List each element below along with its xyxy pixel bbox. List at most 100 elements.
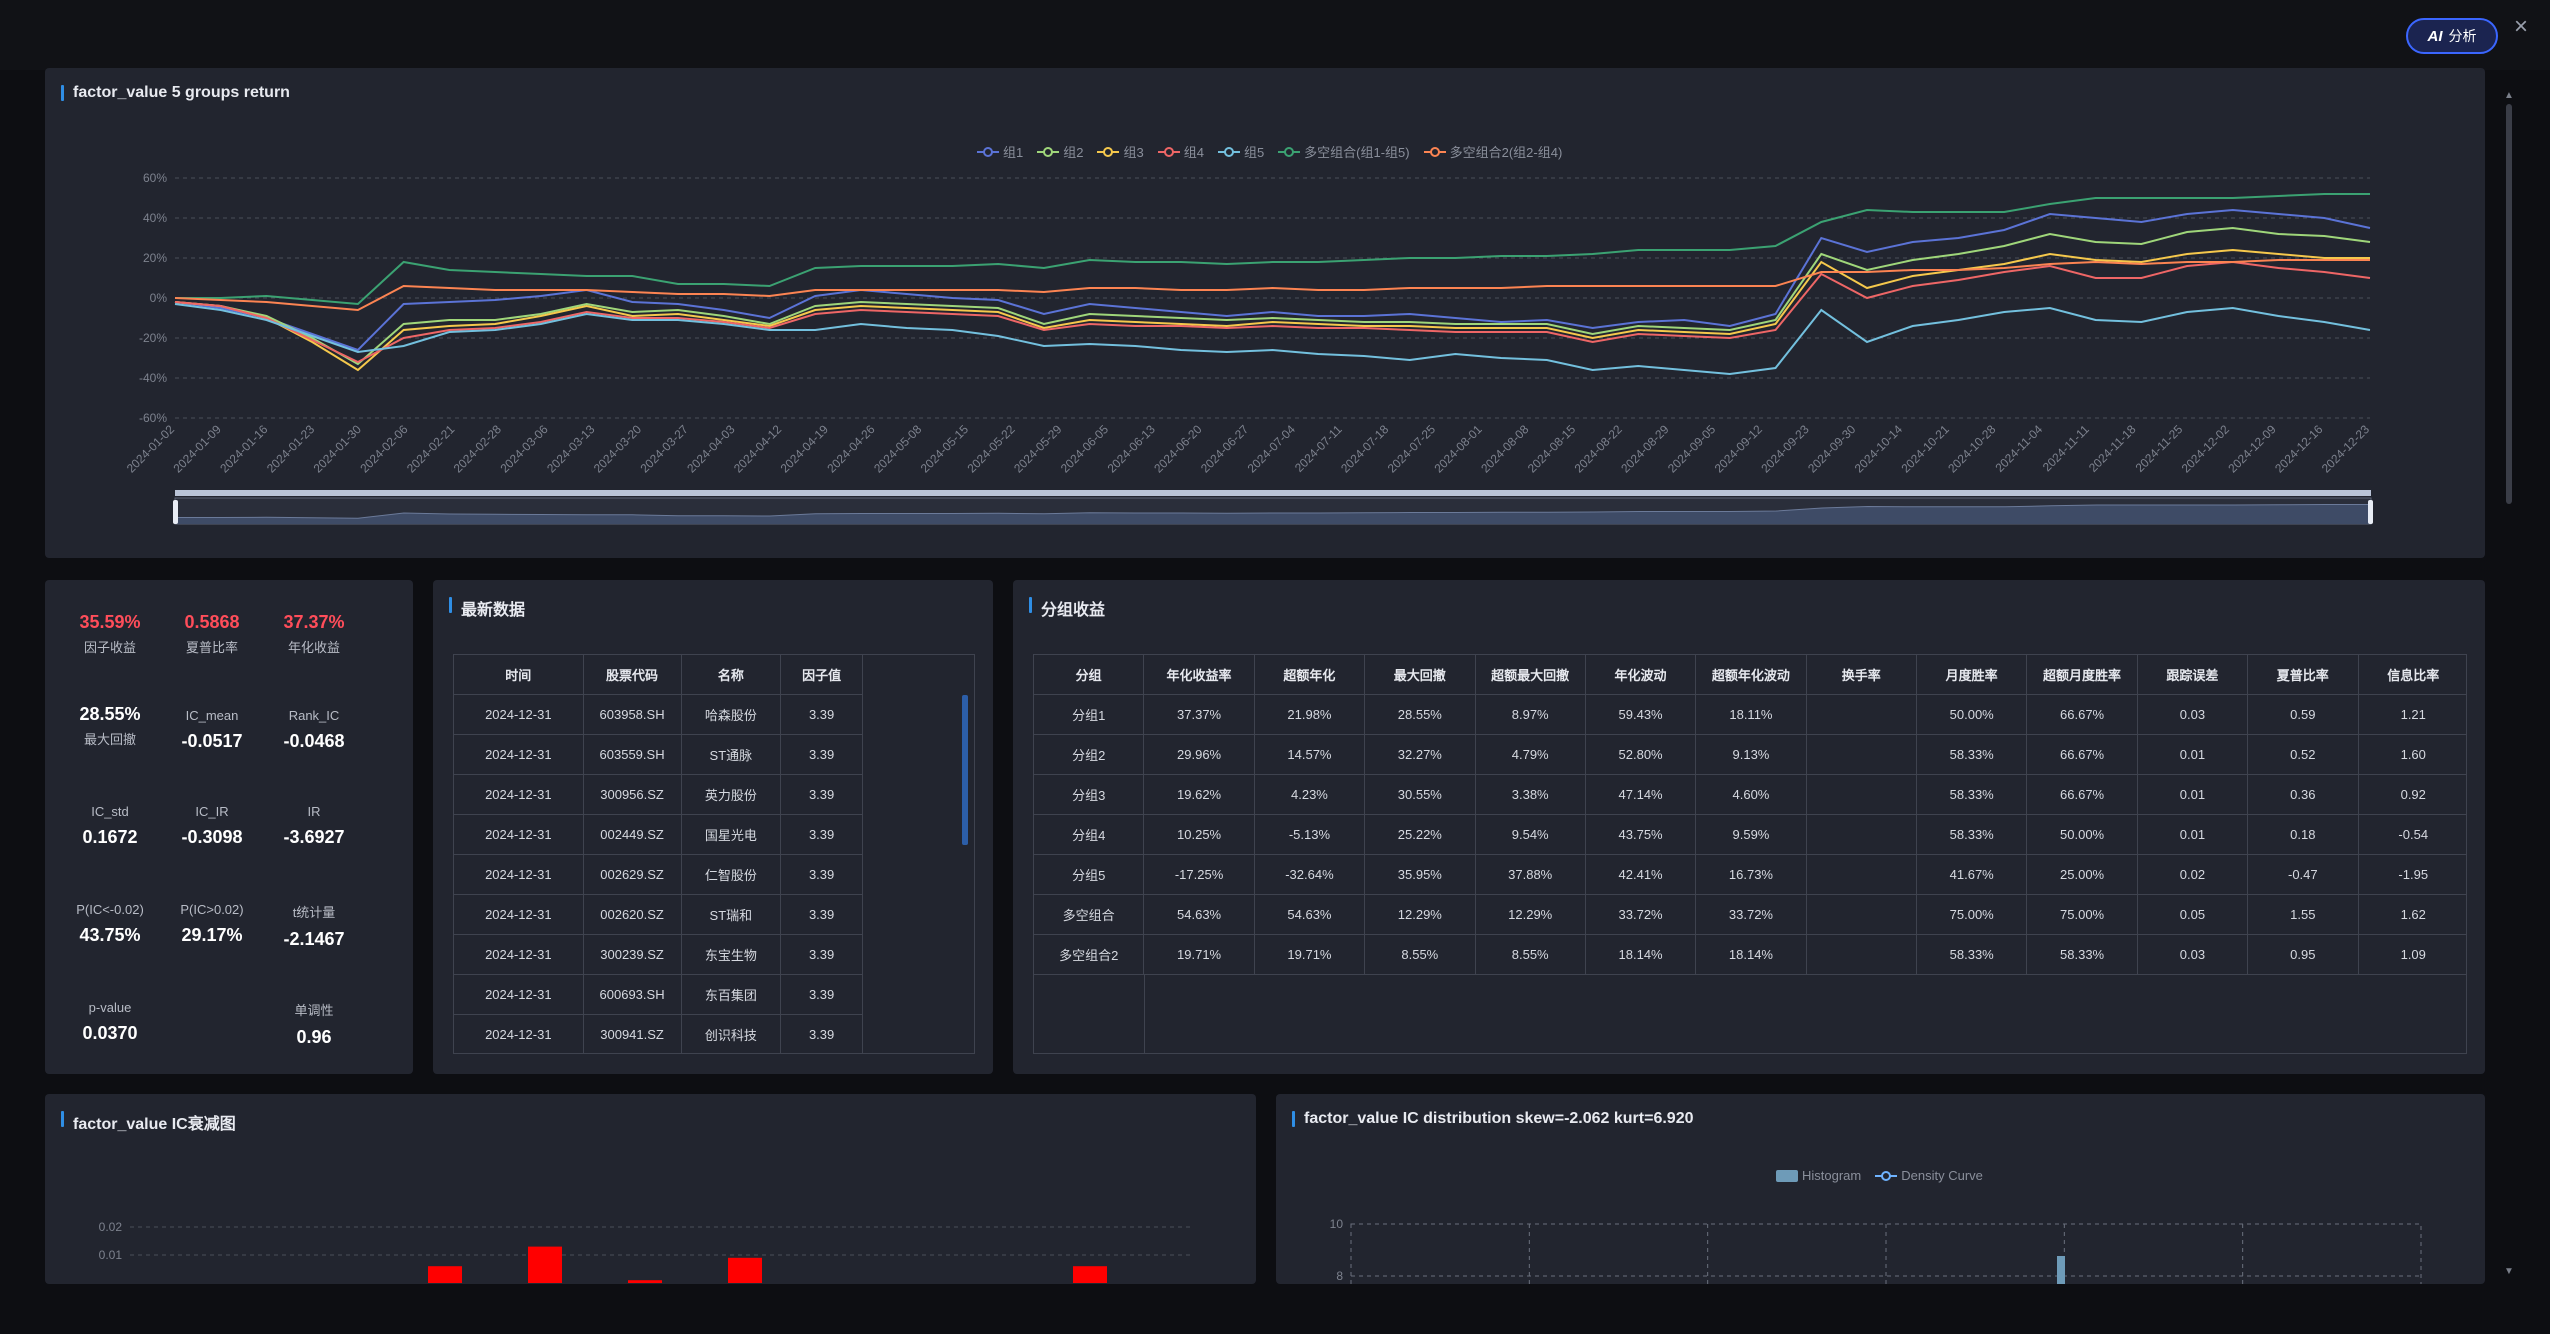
table-cell: 19.71% bbox=[1143, 934, 1255, 975]
column-header[interactable]: 超额年化波动 bbox=[1695, 655, 1807, 695]
table-row[interactable]: 2024-12-31 002620.SZ ST瑞和 3.39 bbox=[454, 894, 863, 935]
table-cell: 32.27% bbox=[1364, 734, 1476, 775]
series-line bbox=[174, 208, 2371, 352]
x-tick-label: 2024-05-08 bbox=[871, 422, 925, 476]
series-line bbox=[174, 226, 2371, 366]
column-header[interactable]: 换手率 bbox=[1805, 655, 1918, 695]
legend-item[interactable]: 多空组合(组1-组5) bbox=[1278, 142, 1410, 161]
column-header[interactable]: 名称 bbox=[680, 655, 782, 695]
column-header[interactable]: 月度胜率 bbox=[1915, 655, 2028, 695]
latest-data-table-wrap[interactable]: 时间 股票代码 名称 因子值 2024-12-31 603958.SH 哈森股份 3.39 20… bbox=[453, 654, 975, 1054]
table-cell bbox=[1805, 734, 1918, 775]
background-header bbox=[0, 0, 2550, 70]
column-header[interactable]: 股票代码 bbox=[582, 655, 682, 695]
legend-histogram[interactable]: Histogram bbox=[1776, 1168, 1861, 1183]
metric-label: 最大回撤 bbox=[83, 732, 136, 747]
table-row[interactable]: 2024-12-31 002629.SZ 仁智股份 3.39 bbox=[454, 854, 863, 895]
metric-value: -2.1467 bbox=[283, 929, 345, 949]
table-cell: 英力股份 bbox=[680, 774, 782, 815]
table-cell: 002449.SZ bbox=[582, 814, 682, 855]
histogram-swatch-icon bbox=[1776, 1169, 1798, 1182]
scroll-down-icon[interactable]: ▼ bbox=[2504, 1266, 2514, 1277]
legend-label: 组4 bbox=[1183, 145, 1204, 160]
table-cell: 2024-12-31 bbox=[454, 694, 584, 735]
column-header[interactable]: 跟踪误差 bbox=[2136, 655, 2249, 695]
column-header[interactable]: 分组 bbox=[1034, 655, 1145, 695]
legend-label: 组2 bbox=[1063, 145, 1084, 160]
x-tick-label: 2024-07-04 bbox=[1245, 422, 1299, 476]
group-returns-table: 分组 年化收益率 超额年化 最大回撤 超额最大回撤 年化波动 超额年化波动 换手率 月度胜率 超额… bbox=[1034, 655, 2466, 975]
x-tick-label: 2024-05-15 bbox=[918, 422, 972, 476]
table-row[interactable]: 2024-12-31 300956.SZ 英力股份 3.39 bbox=[454, 774, 863, 815]
scrollbar-thumb[interactable] bbox=[2506, 104, 2512, 504]
ic-decay-chart[interactable]: 0.02 0.01 bbox=[45, 1094, 1256, 1284]
scroll-up-icon[interactable]: ▲ bbox=[2504, 90, 2514, 101]
table-row[interactable]: 2024-12-31 300239.SZ 东宝生物 3.39 bbox=[454, 934, 863, 975]
ic-distribution-legend[interactable]: Histogram Density Curve bbox=[1776, 1168, 1983, 1183]
column-header[interactable]: 超额年化 bbox=[1253, 655, 1366, 695]
ic-decay-bar bbox=[428, 1266, 462, 1283]
legend-item[interactable]: 组2 bbox=[1037, 142, 1083, 161]
table-row[interactable]: 分组1 37.37% 21.98% 28.55% 8.97% 59.43% 18.11% 50… bbox=[1034, 694, 2466, 735]
legend-density-label: Density Curve bbox=[1901, 1168, 1983, 1183]
table-row[interactable]: 分组3 19.62% 4.23% 30.55% 3.38% 47.14% 4.60% 58.3… bbox=[1034, 774, 2466, 815]
legend-label: 组3 bbox=[1123, 145, 1144, 160]
legend-item[interactable]: 多空组合2(组2-组4) bbox=[1423, 142, 1562, 161]
modal-scrollbar[interactable]: ▲ ▼ bbox=[2504, 90, 2514, 1290]
legend-item[interactable]: 组1 bbox=[977, 142, 1023, 161]
table-cell: 分组3 bbox=[1034, 774, 1145, 815]
table-row[interactable]: 2024-12-31 603958.SH 哈森股份 3.39 bbox=[454, 694, 863, 735]
returns-legend[interactable]: 组1 组2 组3 组4 组5 多空组合(组1-组5) 多空组合2(组2-组4) bbox=[977, 142, 1562, 161]
table-row[interactable]: 2024-12-31 600693.SH 东百集团 3.39 bbox=[454, 974, 863, 1015]
column-header[interactable]: 信息比率 bbox=[2357, 655, 2466, 695]
metric-value: -0.0517 bbox=[181, 731, 243, 751]
table-row[interactable]: 2024-12-31 300941.SZ 创识科技 3.39 bbox=[454, 1014, 863, 1053]
column-header[interactable]: 超额月度胜率 bbox=[2026, 655, 2138, 695]
table-row[interactable]: 2024-12-31 002449.SZ 国星光电 3.39 bbox=[454, 814, 863, 855]
y-tick-label: 0.02 bbox=[99, 1220, 123, 1234]
table-row[interactable]: 2024-12-31 603559.SH ST通脉 3.39 bbox=[454, 734, 863, 775]
metric-label: IR bbox=[307, 804, 321, 819]
table-cell: 0.01 bbox=[2136, 814, 2249, 855]
latest-table-scrollbar[interactable] bbox=[962, 695, 968, 845]
ai-icon: AI bbox=[2427, 27, 2443, 45]
x-tick-label: 2024-07-11 bbox=[1292, 422, 1345, 475]
x-tick-label: 2024-04-26 bbox=[824, 422, 878, 476]
table-row[interactable]: 分组2 29.96% 14.57% 32.27% 4.79% 52.80% 9.13% 58.… bbox=[1034, 734, 2466, 775]
legend-item[interactable]: 组4 bbox=[1157, 142, 1204, 161]
column-header[interactable]: 最大回撤 bbox=[1364, 655, 1476, 695]
legend-item[interactable]: 组5 bbox=[1217, 142, 1264, 161]
legend-density[interactable]: Density Curve bbox=[1875, 1168, 1983, 1183]
table-cell: 12.29% bbox=[1474, 894, 1586, 935]
table-cell: 75.00% bbox=[2026, 894, 2138, 935]
table-cell: 1.60 bbox=[2357, 734, 2466, 775]
legend-item[interactable]: 组3 bbox=[1097, 142, 1144, 161]
column-header[interactable]: 因子值 bbox=[780, 655, 863, 695]
table-cell: 21.98% bbox=[1253, 694, 1366, 735]
table-cell: 58.33% bbox=[1915, 934, 2028, 975]
table-row[interactable]: 多空组合 54.63% 54.63% 12.29% 12.29% 33.72% 33.72%… bbox=[1034, 894, 2466, 935]
column-header[interactable]: 年化波动 bbox=[1584, 655, 1697, 695]
y-tick-label: 0.01 bbox=[99, 1248, 123, 1262]
table-cell: 30.55% bbox=[1364, 774, 1476, 815]
returns-line-chart[interactable]: 60%40%20%0%-20%-40%-60%2024-01-022024-01… bbox=[45, 68, 2485, 538]
metric-t-: t统计量 -2.1467 bbox=[264, 902, 364, 950]
table-row[interactable]: 分组4 10.25% -5.13% 25.22% 9.54% 43.75% 9.59% 58.… bbox=[1034, 814, 2466, 855]
table-row[interactable]: 多空组合2 19.71% 19.71% 8.55% 8.55% 18.14% 18.14% 5… bbox=[1034, 934, 2466, 975]
column-header[interactable]: 超额最大回撤 bbox=[1474, 655, 1586, 695]
table-cell: 14.57% bbox=[1253, 734, 1366, 775]
table-cell: -32.64% bbox=[1253, 854, 1366, 895]
column-header[interactable]: 年化收益率 bbox=[1143, 655, 1255, 695]
ic-distribution-chart[interactable]: 10 8 bbox=[1276, 1094, 2485, 1284]
table-cell: 东百集团 bbox=[680, 974, 782, 1015]
metrics-card: 35.59% 因子收益 0.5868 夏普比率 37.37% 年化收益 28.55% 最大回撤… bbox=[45, 580, 413, 1074]
ai-analysis-button[interactable]: AI 分析 bbox=[2406, 18, 2498, 54]
metric-value: -0.0468 bbox=[283, 731, 345, 751]
table-row[interactable]: 分组5 -17.25% -32.64% 35.95% 37.88% 42.41% 16.73… bbox=[1034, 854, 2466, 895]
column-header[interactable]: 夏普比率 bbox=[2247, 655, 2359, 695]
table-cell: 分组1 bbox=[1034, 694, 1145, 735]
zoom-handle-right bbox=[2368, 500, 2373, 524]
column-header[interactable]: 时间 bbox=[454, 655, 584, 695]
close-icon[interactable]: × bbox=[2513, 13, 2528, 40]
table-cell: 东宝生物 bbox=[680, 934, 782, 975]
